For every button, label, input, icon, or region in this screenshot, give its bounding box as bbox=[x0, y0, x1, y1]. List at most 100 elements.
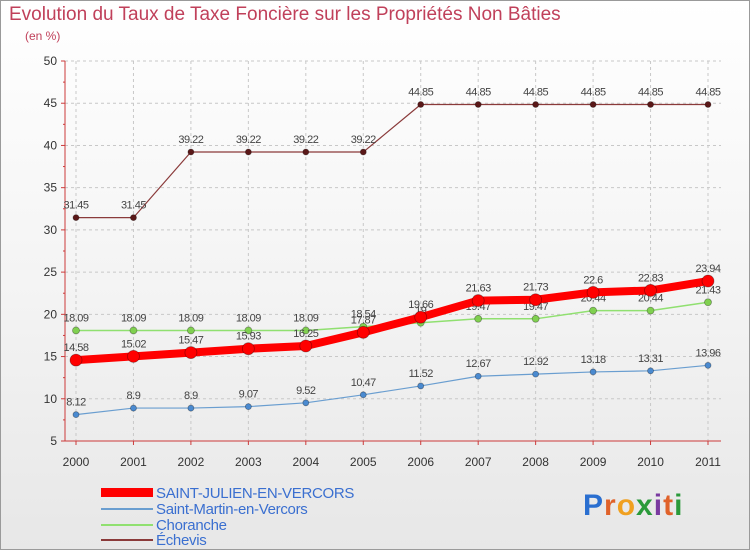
logo-letter: x bbox=[636, 489, 654, 522]
data-point-choranche bbox=[129, 326, 138, 335]
data-point-echevis bbox=[130, 214, 137, 222]
data-label-saint-martin-en-vercors: 12.67 bbox=[466, 358, 491, 370]
data-label-echevis: 44.85 bbox=[466, 86, 491, 98]
data-label-saint-julien-en-vercors: 17.87 bbox=[351, 314, 376, 326]
data-label-echevis: 31.45 bbox=[121, 200, 146, 212]
data-point-saint-julien-en-vercors bbox=[529, 293, 543, 307]
legend-label-saint-julien: SAINT-JULIEN-EN-VERCORS bbox=[156, 485, 355, 502]
logo-letter: o bbox=[616, 489, 637, 522]
data-point-saint-julien-en-vercors bbox=[69, 353, 83, 367]
logo-letter: i bbox=[653, 489, 664, 522]
data-point-choranche bbox=[589, 306, 597, 315]
data-point-saint-julien-en-vercors bbox=[184, 346, 198, 359]
data-point-choranche bbox=[474, 314, 483, 323]
data-label-saint-martin-en-vercors: 8.9 bbox=[184, 390, 198, 402]
x-tick-label: 2003 bbox=[235, 455, 262, 469]
data-point-saint-julien-en-vercors bbox=[644, 284, 657, 297]
data-point-saint-martin-en-vercors bbox=[704, 361, 712, 369]
x-tick-label: 2005 bbox=[350, 455, 377, 469]
data-label-saint-martin-en-vercors: 8.12 bbox=[66, 397, 86, 409]
data-point-echevis bbox=[647, 101, 654, 108]
x-tick-label: 2008 bbox=[522, 455, 549, 469]
data-point-saint-martin-en-vercors bbox=[359, 391, 367, 399]
legend-swatch-saint-martin bbox=[101, 508, 153, 510]
x-tick-label: 2006 bbox=[407, 455, 434, 469]
data-label-saint-martin-en-vercors: 9.07 bbox=[239, 389, 259, 401]
legend-swatch-saint-julien bbox=[101, 488, 153, 497]
logo-letter: r bbox=[604, 489, 617, 522]
y-tick-label: 35 bbox=[44, 181, 58, 195]
data-point-choranche bbox=[704, 298, 712, 307]
data-point-saint-julien-en-vercors bbox=[701, 274, 715, 288]
data-label-choranche: 18.54 bbox=[351, 309, 376, 321]
data-label-saint-martin-en-vercors: 8.9 bbox=[127, 390, 141, 402]
data-label-echevis: 39.22 bbox=[236, 134, 261, 146]
y-tick-label: 50 bbox=[44, 54, 58, 68]
x-tick-label: 2010 bbox=[637, 455, 664, 469]
data-label-echevis: 44.85 bbox=[523, 86, 548, 98]
data-point-saint-julien-en-vercors bbox=[127, 349, 140, 363]
data-label-echevis: 44.85 bbox=[408, 86, 433, 98]
data-label-saint-julien-en-vercors: 22.83 bbox=[638, 272, 663, 284]
legend-item-saint-martin: Saint-Martin-en-Vercors bbox=[101, 501, 401, 518]
data-point-echevis bbox=[704, 101, 712, 108]
chart-subtitle: (en %) bbox=[25, 29, 61, 43]
data-point-saint-julien-en-vercors bbox=[414, 310, 428, 324]
legend-label-saint-martin: Saint-Martin-en-Vercors bbox=[156, 501, 308, 518]
data-label-echevis: 31.45 bbox=[63, 200, 88, 212]
data-point-saint-julien-en-vercors bbox=[356, 325, 370, 339]
data-label-echevis: 39.22 bbox=[293, 134, 318, 146]
data-label-saint-julien-en-vercors: 23.94 bbox=[695, 263, 720, 275]
x-tick-label: 2004 bbox=[292, 455, 319, 469]
data-point-saint-martin-en-vercors bbox=[187, 404, 195, 412]
data-point-saint-martin-en-vercors bbox=[130, 404, 137, 412]
data-label-saint-julien-en-vercors: 21.73 bbox=[523, 282, 548, 294]
data-label-echevis: 39.22 bbox=[351, 134, 376, 146]
y-tick-label: 20 bbox=[44, 307, 58, 321]
data-point-saint-martin-en-vercors bbox=[647, 367, 654, 375]
data-label-saint-martin-en-vercors: 11.52 bbox=[409, 368, 434, 380]
data-label-saint-julien-en-vercors: 15.93 bbox=[236, 331, 261, 343]
data-label-echevis: 39.22 bbox=[178, 134, 203, 146]
data-point-saint-martin-en-vercors bbox=[244, 403, 252, 411]
data-label-saint-martin-en-vercors: 12.92 bbox=[523, 356, 548, 368]
y-tick-label: 40 bbox=[44, 138, 58, 152]
data-label-saint-martin-en-vercors: 9.52 bbox=[296, 385, 316, 397]
data-point-saint-julien-en-vercors bbox=[299, 339, 313, 353]
y-tick-label: 10 bbox=[44, 392, 58, 406]
data-label-choranche: 18.09 bbox=[293, 312, 318, 324]
series-line-saint-martin-en-vercors bbox=[75, 364, 709, 416]
data-point-choranche bbox=[646, 306, 655, 315]
legend-swatch-echevis bbox=[101, 539, 153, 541]
data-label-saint-julien-en-vercors: 22.6 bbox=[583, 274, 603, 286]
data-point-echevis bbox=[302, 148, 310, 156]
data-point-saint-julien-en-vercors bbox=[241, 342, 255, 356]
y-tick-label: 5 bbox=[50, 434, 57, 448]
chart-title: Evolution du Taux de Taxe Foncière sur l… bbox=[9, 4, 561, 25]
data-label-saint-martin-en-vercors: 13.18 bbox=[581, 354, 606, 366]
data-label-saint-martin-en-vercors: 10.47 bbox=[351, 377, 376, 389]
data-point-choranche bbox=[72, 326, 80, 335]
data-point-choranche bbox=[531, 314, 540, 323]
data-label-choranche: 18.09 bbox=[63, 312, 88, 324]
proxiti-logo: Proxiti bbox=[583, 489, 683, 523]
legend-label-echevis: Échevis bbox=[156, 532, 207, 549]
logo-letter: t bbox=[663, 489, 675, 522]
legend-item-echevis: Échevis bbox=[101, 532, 401, 549]
data-point-echevis bbox=[474, 101, 482, 108]
series-line-echevis bbox=[76, 103, 708, 219]
data-point-choranche bbox=[301, 326, 310, 335]
data-label-choranche: 18.09 bbox=[236, 312, 261, 324]
data-point-saint-martin-en-vercors bbox=[72, 411, 80, 419]
data-label-saint-julien-en-vercors: 19.66 bbox=[408, 299, 433, 311]
data-label-saint-martin-en-vercors: 13.31 bbox=[638, 353, 663, 365]
x-tick-label: 2007 bbox=[465, 455, 492, 469]
logo-letter: P bbox=[583, 489, 605, 522]
series-line-saint-julien-en-vercors bbox=[75, 277, 709, 365]
data-point-saint-martin-en-vercors bbox=[302, 399, 310, 407]
data-point-saint-martin-en-vercors bbox=[589, 368, 597, 376]
legend-swatch-choranche bbox=[101, 524, 153, 526]
x-tick-label: 2002 bbox=[178, 455, 205, 469]
data-point-echevis bbox=[359, 148, 367, 156]
